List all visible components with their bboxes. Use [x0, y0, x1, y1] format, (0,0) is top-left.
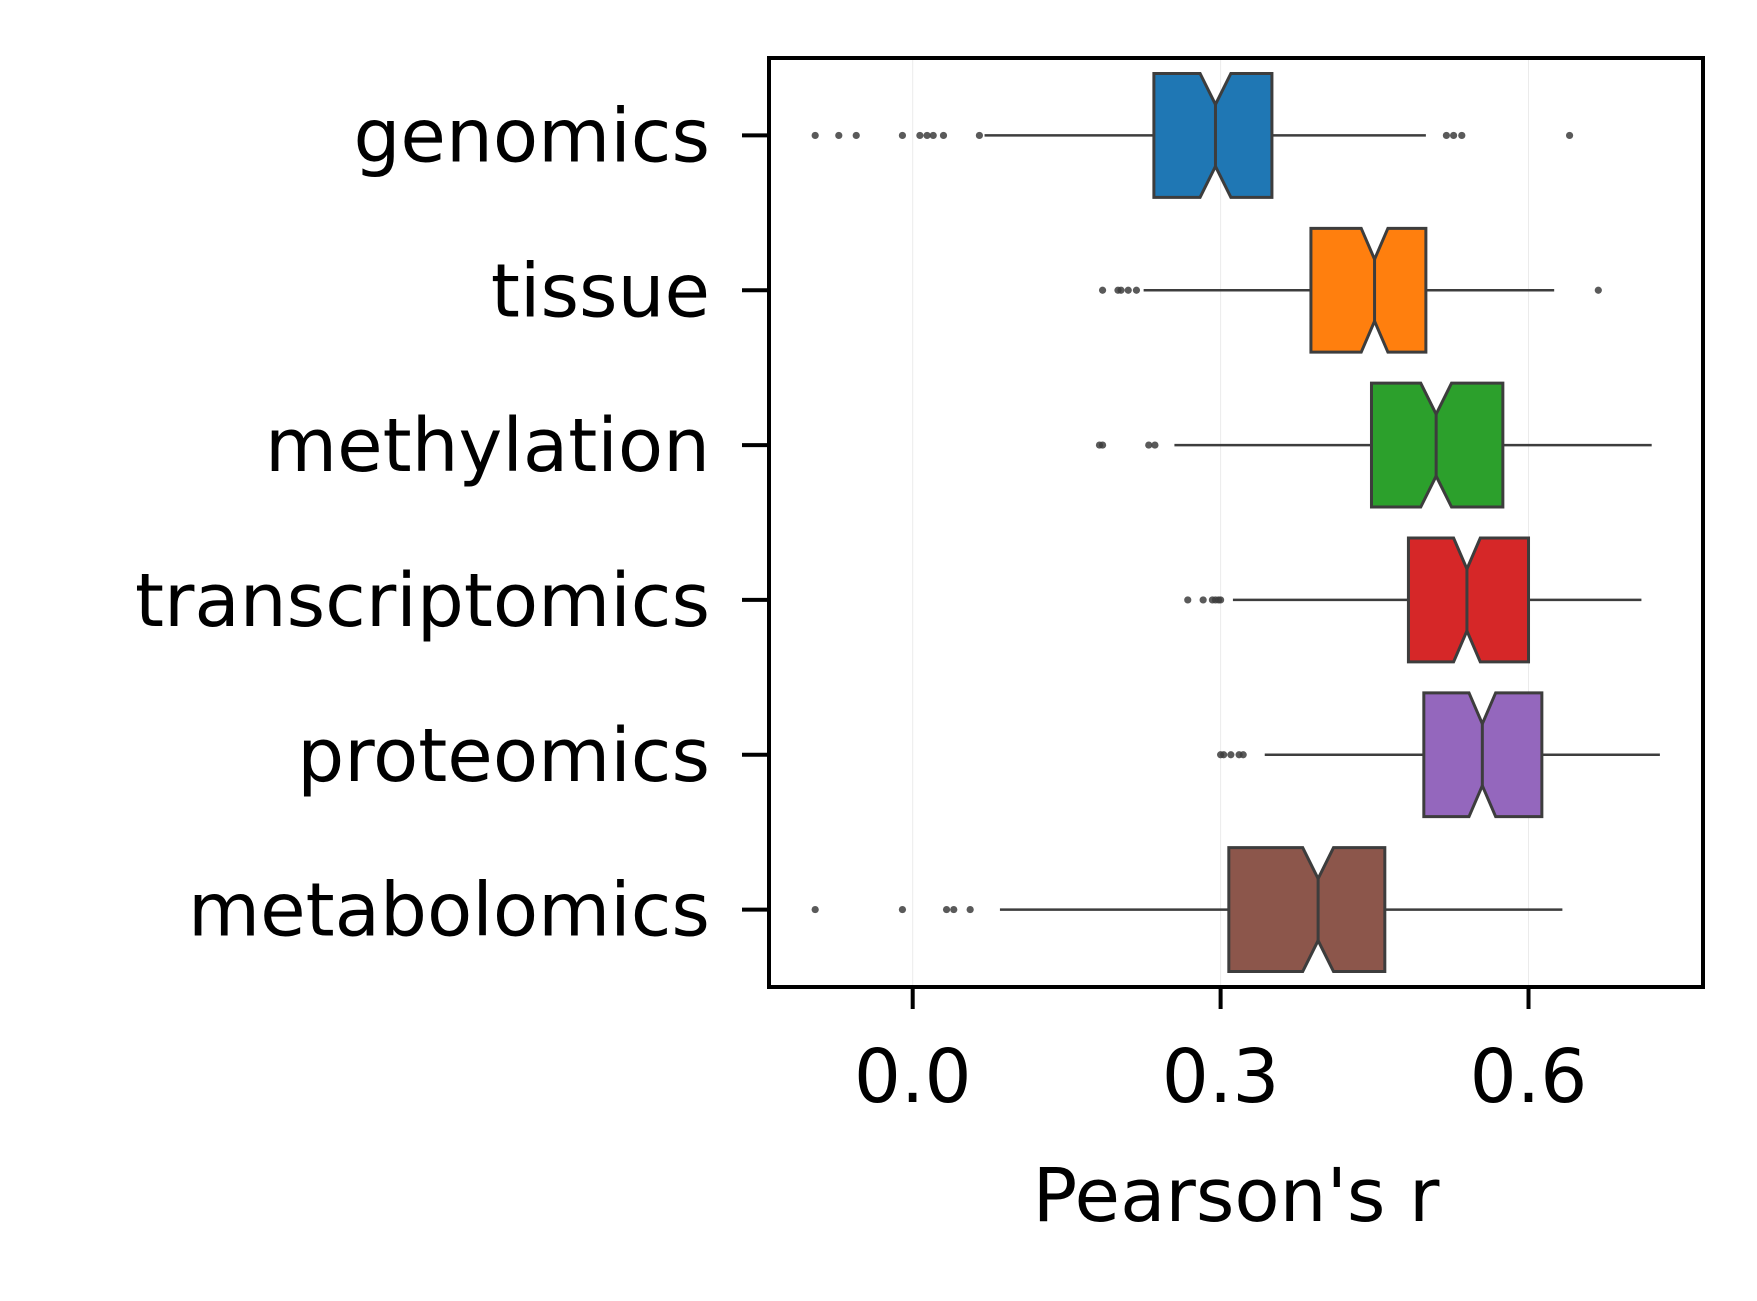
outlier-point	[1449, 131, 1458, 140]
box-transcriptomics	[1406, 536, 1531, 664]
outlier-point	[1565, 131, 1574, 140]
outlier-point	[942, 905, 951, 914]
outlier-point	[1594, 286, 1602, 294]
x-tick-label: 0.0	[854, 1034, 972, 1120]
outlier-point	[966, 905, 974, 914]
box-group-metabolomics	[811, 846, 1563, 974]
x-tick-label: 0.6	[1470, 1034, 1588, 1120]
outlier-point	[1184, 596, 1192, 604]
outlier-point	[950, 905, 958, 914]
outlier-point	[811, 905, 819, 914]
outlier-point	[929, 131, 937, 140]
outlier-point	[1217, 596, 1225, 604]
outlier-point	[1098, 441, 1107, 449]
grid-layer	[912, 58, 1530, 987]
outlier-point	[939, 131, 948, 140]
outlier-point	[811, 131, 819, 140]
outlier-point	[1199, 596, 1207, 604]
box-tissue	[1309, 226, 1428, 354]
outlier-point	[1117, 286, 1125, 294]
outlier-point	[1098, 286, 1107, 294]
box-layer	[811, 71, 1660, 974]
tick-layer: 0.0 0.3 0.6 genomics tissue methylation transc…	[135, 93, 1587, 1120]
box-group-methylation	[1095, 381, 1652, 509]
box-group-genomics	[811, 71, 1574, 199]
axis-layer	[767, 56, 1705, 989]
outlier-point	[1239, 751, 1247, 759]
box-group-proteomics	[1217, 691, 1660, 819]
outlier-point	[898, 905, 907, 914]
outlier-point	[975, 131, 984, 140]
outlier-point	[1145, 441, 1153, 449]
outlier-point	[1151, 441, 1159, 449]
plot-frame	[767, 56, 1705, 989]
box-group-tissue	[1098, 226, 1602, 354]
outlier-point	[835, 131, 843, 140]
outlier-point	[923, 131, 931, 140]
x-tick-label: 0.3	[1162, 1034, 1280, 1120]
y-tick-label-metabolomics: metabolomics	[188, 868, 710, 954]
outlier-point	[852, 131, 860, 140]
box-metabolomics	[1227, 846, 1387, 974]
outlier-point	[1442, 131, 1451, 140]
outlier-point	[1220, 751, 1228, 759]
outlier-point	[898, 131, 907, 140]
outlier-point	[1458, 131, 1466, 140]
y-tick-label-genomics: genomics	[353, 93, 710, 179]
y-tick-label-methylation: methylation	[265, 403, 710, 489]
x-axis-label: Pearson's r	[1033, 1153, 1440, 1239]
box-group-transcriptomics	[1184, 536, 1642, 664]
outlier-point	[916, 131, 924, 140]
outlier-point	[1227, 751, 1235, 759]
y-tick-label-tissue: tissue	[491, 248, 710, 334]
y-tick-label-transcriptomics: transcriptomics	[135, 558, 710, 644]
outlier-point	[1132, 286, 1141, 294]
y-tick-label-proteomics: proteomics	[297, 713, 710, 799]
box-genomics	[1152, 71, 1274, 199]
outlier-point	[1124, 286, 1132, 294]
